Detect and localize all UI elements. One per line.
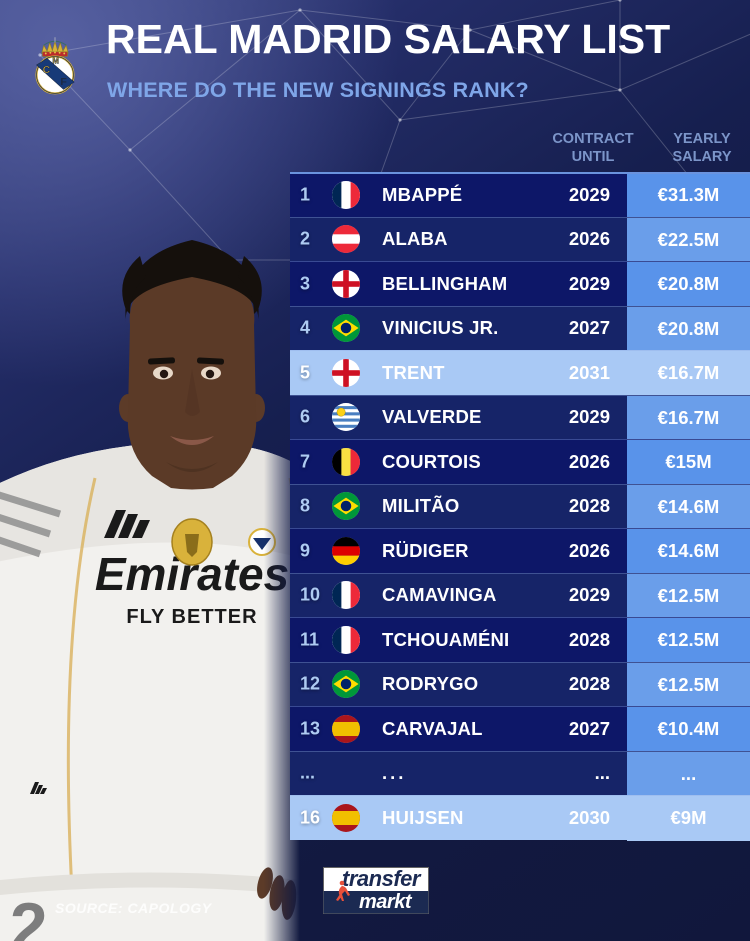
svg-text:12: 12 — [0, 889, 48, 941]
svg-text:F: F — [60, 76, 67, 88]
svg-text:transfer: transfer — [342, 867, 422, 891]
svg-text:M: M — [52, 57, 59, 66]
svg-text:markt: markt — [359, 891, 413, 913]
svg-text:FLY BETTER: FLY BETTER — [126, 606, 257, 628]
svg-text:C: C — [43, 64, 51, 76]
